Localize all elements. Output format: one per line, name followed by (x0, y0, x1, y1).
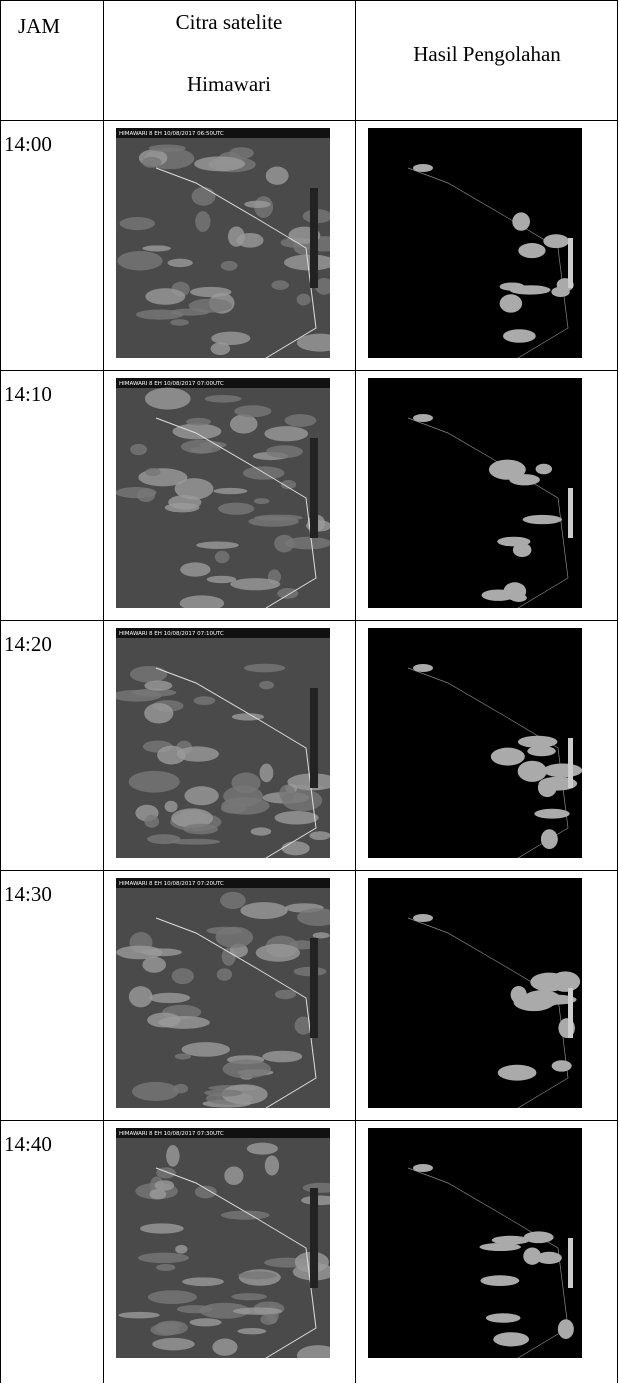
table-border (0, 870, 618, 871)
time-cell: 14:10 (4, 382, 52, 407)
processed-image (368, 378, 582, 608)
image-label: HIMAWARI 8 EH 10/08/2017 07:20UTC (119, 881, 224, 887)
table-border (0, 120, 618, 121)
table-border (0, 1120, 618, 1121)
time-cell: 14:00 (4, 132, 52, 157)
satellite-image: HIMAWARI 8 EH 10/08/2017 07:30UTC (116, 1128, 330, 1358)
table-border (617, 0, 618, 1383)
processed-image (368, 628, 582, 858)
image-label: HIMAWARI 8 EH 10/08/2017 07:10UTC (119, 631, 224, 637)
header-jam: JAM (18, 14, 60, 39)
table-border (0, 620, 618, 621)
header-citra-line: Himawari (103, 72, 355, 97)
header-citra-line: Citra satelite (103, 10, 355, 35)
processed-image (368, 128, 582, 358)
satellite-image: HIMAWARI 8 EH 10/08/2017 07:00UTC (116, 378, 330, 608)
table-border (103, 0, 104, 1383)
page: JAM Citra satelite Himawari Hasil Pengol… (0, 0, 619, 1384)
image-label: HIMAWARI 8 EH 10/08/2017 07:00UTC (119, 381, 224, 387)
table-border (0, 0, 618, 1)
satellite-image: HIMAWARI 8 EH 10/08/2017 06:50UTC (116, 128, 330, 358)
header-hasil: Hasil Pengolahan (355, 42, 619, 67)
satellite-image: HIMAWARI 8 EH 10/08/2017 07:20UTC (116, 878, 330, 1108)
time-cell: 14:20 (4, 632, 52, 657)
time-cell: 14:30 (4, 882, 52, 907)
table-border (355, 0, 356, 1383)
image-label: HIMAWARI 8 EH 10/08/2017 06:50UTC (119, 131, 224, 137)
satellite-image: HIMAWARI 8 EH 10/08/2017 07:10UTC (116, 628, 330, 858)
processed-image (368, 1128, 582, 1358)
time-cell: 14:40 (4, 1132, 52, 1157)
table-border (0, 0, 1, 1383)
table-border (0, 370, 618, 371)
processed-image (368, 878, 582, 1108)
image-label: HIMAWARI 8 EH 10/08/2017 07:30UTC (119, 1131, 224, 1137)
